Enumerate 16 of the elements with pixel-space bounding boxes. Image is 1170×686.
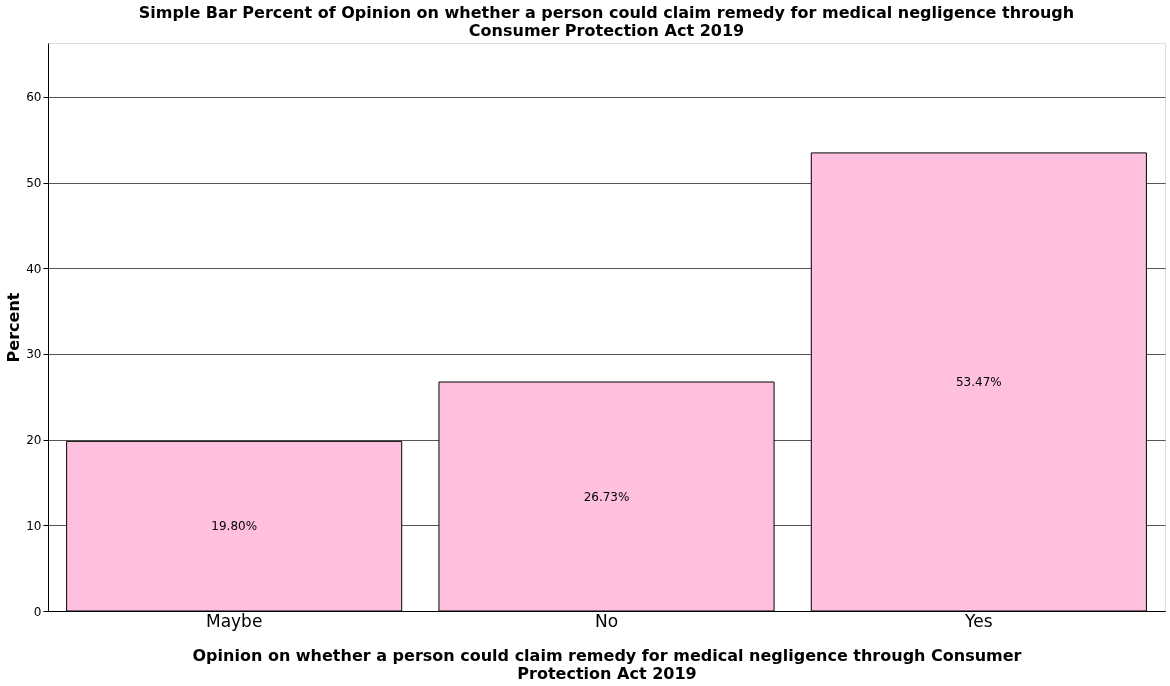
- y-axis-title: Percent: [4, 292, 24, 363]
- chart-title: Simple Bar Percent of Opinion on whether a person could claim remedy for medical negligence through Consumer Protection Act 2019: [138, 3, 1075, 40]
- data-label: 26.73%: [583, 489, 630, 504]
- x-tick-label: Maybe: [205, 610, 263, 631]
- y-tick-label: 50: [26, 176, 42, 191]
- x-tick-label: No: [594, 610, 619, 631]
- data-label: 53.47%: [955, 374, 1002, 389]
- y-tick-label: 30: [26, 347, 42, 362]
- x-axis-title: Opinion on whether a person could claim remedy for medical negligence through Consumer Protection Act 2019: [192, 645, 1022, 683]
- y-tick-label: 60: [26, 90, 42, 105]
- x-tick-label: Yes: [964, 610, 993, 631]
- y-tick-label: 0: [33, 604, 42, 619]
- y-tick-label: 10: [26, 518, 42, 533]
- y-tick-label: 40: [26, 261, 42, 276]
- y-tick-label: 20: [26, 433, 42, 448]
- data-label: 19.80%: [211, 519, 258, 534]
